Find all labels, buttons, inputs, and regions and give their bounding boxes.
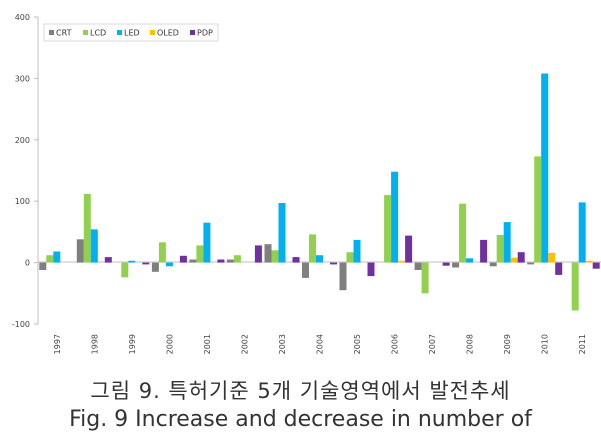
legend-label-lcd: LCD	[90, 29, 106, 38]
bar-pdp-2008	[480, 239, 488, 263]
x-tick-label: 2006	[391, 334, 400, 354]
bar-pdp-2009	[517, 252, 525, 263]
legend-label-oled: OLED	[157, 29, 179, 38]
legend-swatch-crt	[49, 30, 54, 35]
caption-english: Fig. 9 Increase and decrease in number o…	[69, 407, 532, 432]
bar-crt-2003	[264, 244, 272, 263]
bar-crt-1997	[39, 262, 47, 270]
bar-pdp-2003	[292, 257, 300, 263]
y-tick-label: 300	[15, 74, 30, 83]
bar-chart: 400 300 200 100 0 -100 1997 1998 1999 2000 2001 20…	[12, 13, 601, 354]
caption-korean: 그림 9. 특허기준 5개 기술영역에서 발전추세	[90, 379, 511, 403]
legend-box	[43, 23, 219, 42]
legend: CRT LCD LED OLED PDP	[43, 23, 219, 42]
bar-led-2008	[466, 258, 474, 263]
bar-lcd-2006	[384, 195, 392, 263]
bar-pdp-2010	[555, 262, 563, 275]
y-tick-label: 0	[25, 259, 30, 268]
bar-lcd-2007	[421, 262, 429, 294]
legend-swatch-pdp	[190, 30, 195, 35]
bar-pdp-2006	[405, 235, 413, 263]
bar-led-2003	[278, 203, 286, 263]
bar-crt-2007	[414, 262, 422, 270]
bar-lcd-1997	[46, 255, 54, 263]
bar-oled-2011	[585, 260, 593, 263]
x-tick-label: 2009	[503, 334, 512, 354]
x-tick-label: 1999	[128, 334, 137, 354]
bar-led-1999	[128, 260, 136, 263]
bar-led-2010	[541, 73, 549, 263]
bar-crt-2000	[151, 262, 159, 272]
bar-pdp-1999	[142, 262, 150, 265]
bar-pdp-2011	[592, 262, 600, 269]
bar-led-2001	[203, 222, 211, 263]
bar-lcd-2002	[233, 255, 241, 263]
bar-led-1998	[90, 229, 98, 263]
bar-lcd-2011	[571, 262, 579, 311]
legend-swatch-lcd	[83, 30, 88, 35]
y-tick-label: 200	[15, 136, 30, 145]
bar-led-2006	[391, 171, 399, 263]
x-tick-label: 2010	[541, 334, 550, 354]
x-tick-label: 1998	[90, 334, 99, 354]
bar-crt-2002	[226, 259, 234, 263]
bar-crt-2004	[302, 262, 309, 278]
x-tick-label: 2008	[466, 334, 475, 354]
x-tick-label: 2000	[165, 334, 174, 354]
bar-crt-2008	[452, 262, 460, 268]
bar-oled-2010	[548, 252, 556, 263]
x-tick-label: 2003	[278, 334, 287, 354]
bar-led-2005	[353, 239, 361, 263]
bar-pdp-2002	[254, 245, 262, 263]
y-tick-label: -100	[12, 320, 30, 329]
bar-crt-2010	[527, 262, 535, 265]
x-tick-label: 1997	[53, 334, 62, 354]
bar-lcd-2009	[496, 235, 504, 263]
bar-led-1997	[53, 251, 61, 263]
legend-label-led: LED	[124, 29, 140, 38]
y-tick-label: 100	[15, 197, 30, 206]
bar-led-2011	[578, 202, 586, 263]
bar-pdp-2001	[217, 259, 225, 263]
bar-lcd-1999	[121, 262, 129, 278]
bar-crt-2001	[189, 259, 197, 263]
legend-swatch-oled	[150, 30, 155, 35]
x-tick-label: 2002	[240, 334, 249, 354]
bar-crt-2005	[339, 262, 347, 291]
bar-oled-2009	[510, 257, 518, 263]
bar-pdp-2007	[442, 262, 450, 266]
bar-pdp-1998	[104, 257, 112, 263]
bar-lcd-1998	[83, 193, 91, 263]
bar-pdp-2000	[179, 255, 187, 263]
bar-crt-2009	[489, 262, 497, 267]
bar-lcd-2004	[309, 234, 316, 263]
bar-pdp-2004	[330, 262, 337, 265]
y-tick-labels: 400 300 200 100 0 -100	[12, 13, 38, 329]
bar-led-2009	[503, 222, 511, 263]
y-tick-label: 400	[15, 13, 30, 22]
x-tick-label: 2007	[428, 334, 437, 354]
bar-led-2000	[165, 262, 173, 267]
bar-lcd-2005	[346, 252, 354, 263]
bar-pdp-2005	[367, 262, 375, 277]
bar-lcd-2000	[158, 242, 166, 263]
legend-swatch-led	[117, 30, 122, 35]
x-tick-labels: 1997 1998 1999 2000 2001 2002 2003 2004 2005 2006…	[53, 334, 587, 354]
x-tick-label: 2005	[353, 334, 362, 354]
bar-lcd-2003	[271, 250, 279, 263]
x-tick-label: 2001	[203, 334, 212, 354]
bar-lcd-2010	[534, 156, 542, 263]
bar-lcd-2001	[196, 245, 204, 263]
bar-led-2004	[316, 255, 323, 263]
legend-label-crt: CRT	[56, 29, 72, 38]
legend-label-pdp: PDP	[197, 29, 213, 38]
bar-oled-2006	[398, 260, 406, 263]
x-tick-label: 2004	[316, 334, 325, 354]
bar-crt-1998	[76, 239, 84, 263]
x-tick-label: 2011	[578, 334, 587, 354]
bars	[39, 73, 600, 311]
bar-lcd-2008	[459, 203, 467, 263]
